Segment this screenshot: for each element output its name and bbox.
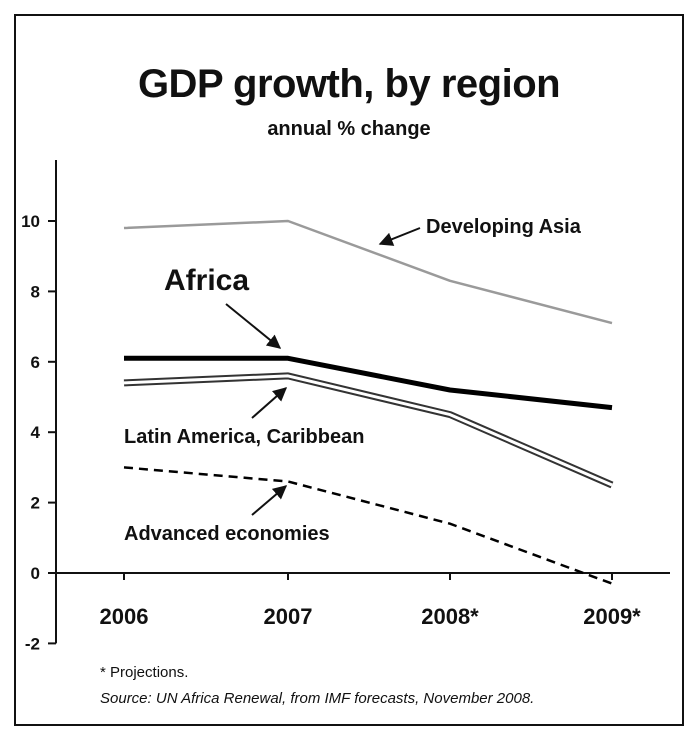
- x-tick-label: 2006: [100, 604, 149, 629]
- y-tick-label: -2: [25, 634, 40, 653]
- label-developing-asia: Developing Asia: [426, 216, 582, 238]
- label-africa-arrow: [225, 303, 282, 349]
- chart-footnote: * Projections.: [100, 664, 189, 681]
- series-line-africa: [124, 355, 613, 411]
- y-tick-label: 2: [31, 494, 40, 513]
- x-tick-label: 2008*: [421, 604, 479, 629]
- label-latin-america-caribbean-arrow: [251, 387, 288, 419]
- label-advanced-economies: Advanced economies: [124, 523, 330, 545]
- y-tick-label: 4: [31, 423, 41, 442]
- label-advanced-economies-arrow: [251, 485, 288, 516]
- y-tick-label: 10: [21, 212, 40, 231]
- y-tick-label: 8: [31, 282, 40, 301]
- label-latin-america-caribbean: Latin America, Caribbean: [124, 426, 364, 448]
- y-tick-label: 6: [31, 353, 40, 372]
- x-tick-label: 2009*: [583, 604, 641, 629]
- chart-source: Source: UN Africa Renewal, from IMF fore…: [100, 690, 535, 707]
- chart-frame: [14, 14, 684, 726]
- y-tick-label: 0: [31, 564, 40, 583]
- label-africa: Africa: [164, 264, 249, 297]
- x-tick-label: 2007: [264, 604, 313, 629]
- series-line-latin-america-caribbean-inner: [123, 374, 613, 487]
- series-line-advanced-economies: [123, 466, 613, 585]
- chart-title: GDP growth, by region: [137, 62, 561, 106]
- label-developing-asia-arrow: [378, 227, 421, 246]
- series-line-developing-asia: [123, 219, 613, 325]
- chart-subtitle: annual % change: [267, 118, 431, 140]
